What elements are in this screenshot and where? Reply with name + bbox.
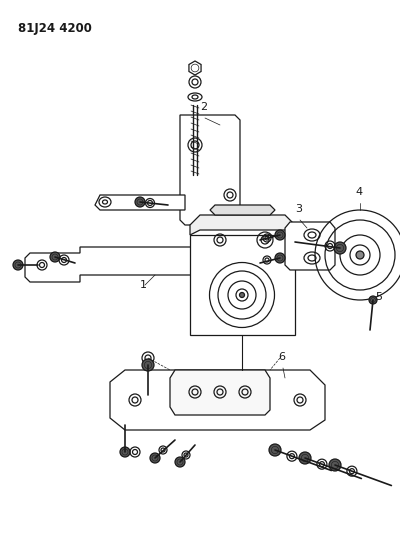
Text: 6: 6 [278, 352, 285, 362]
Polygon shape [190, 215, 295, 235]
Polygon shape [210, 205, 275, 215]
Ellipse shape [188, 93, 202, 101]
Polygon shape [110, 370, 325, 430]
Circle shape [369, 296, 377, 304]
Ellipse shape [192, 95, 198, 99]
Ellipse shape [236, 289, 248, 301]
Polygon shape [285, 222, 335, 270]
Text: 4: 4 [355, 187, 362, 197]
Ellipse shape [308, 255, 316, 261]
Ellipse shape [308, 232, 316, 238]
Circle shape [50, 252, 60, 262]
Ellipse shape [99, 197, 111, 207]
Ellipse shape [102, 200, 108, 204]
Circle shape [329, 459, 341, 471]
Ellipse shape [240, 293, 244, 297]
Circle shape [13, 260, 23, 270]
Ellipse shape [210, 262, 274, 327]
Ellipse shape [304, 252, 320, 264]
Circle shape [299, 452, 311, 464]
Ellipse shape [304, 229, 320, 241]
Text: 3: 3 [295, 204, 302, 214]
Circle shape [275, 253, 285, 263]
Circle shape [120, 447, 130, 457]
Polygon shape [189, 61, 201, 75]
Circle shape [275, 230, 285, 240]
Circle shape [334, 242, 346, 254]
Polygon shape [190, 235, 295, 335]
Text: 81J24 4200: 81J24 4200 [18, 22, 92, 35]
Text: 2: 2 [200, 102, 207, 112]
Circle shape [150, 453, 160, 463]
Circle shape [135, 197, 145, 207]
Polygon shape [170, 370, 270, 415]
Circle shape [269, 444, 281, 456]
Circle shape [356, 251, 364, 259]
Circle shape [142, 359, 154, 371]
Text: 1: 1 [140, 280, 147, 290]
Polygon shape [95, 195, 185, 210]
Text: 5: 5 [375, 292, 382, 302]
Polygon shape [25, 247, 235, 282]
Polygon shape [180, 115, 240, 225]
Ellipse shape [218, 271, 266, 319]
Ellipse shape [228, 281, 256, 309]
Circle shape [175, 457, 185, 467]
